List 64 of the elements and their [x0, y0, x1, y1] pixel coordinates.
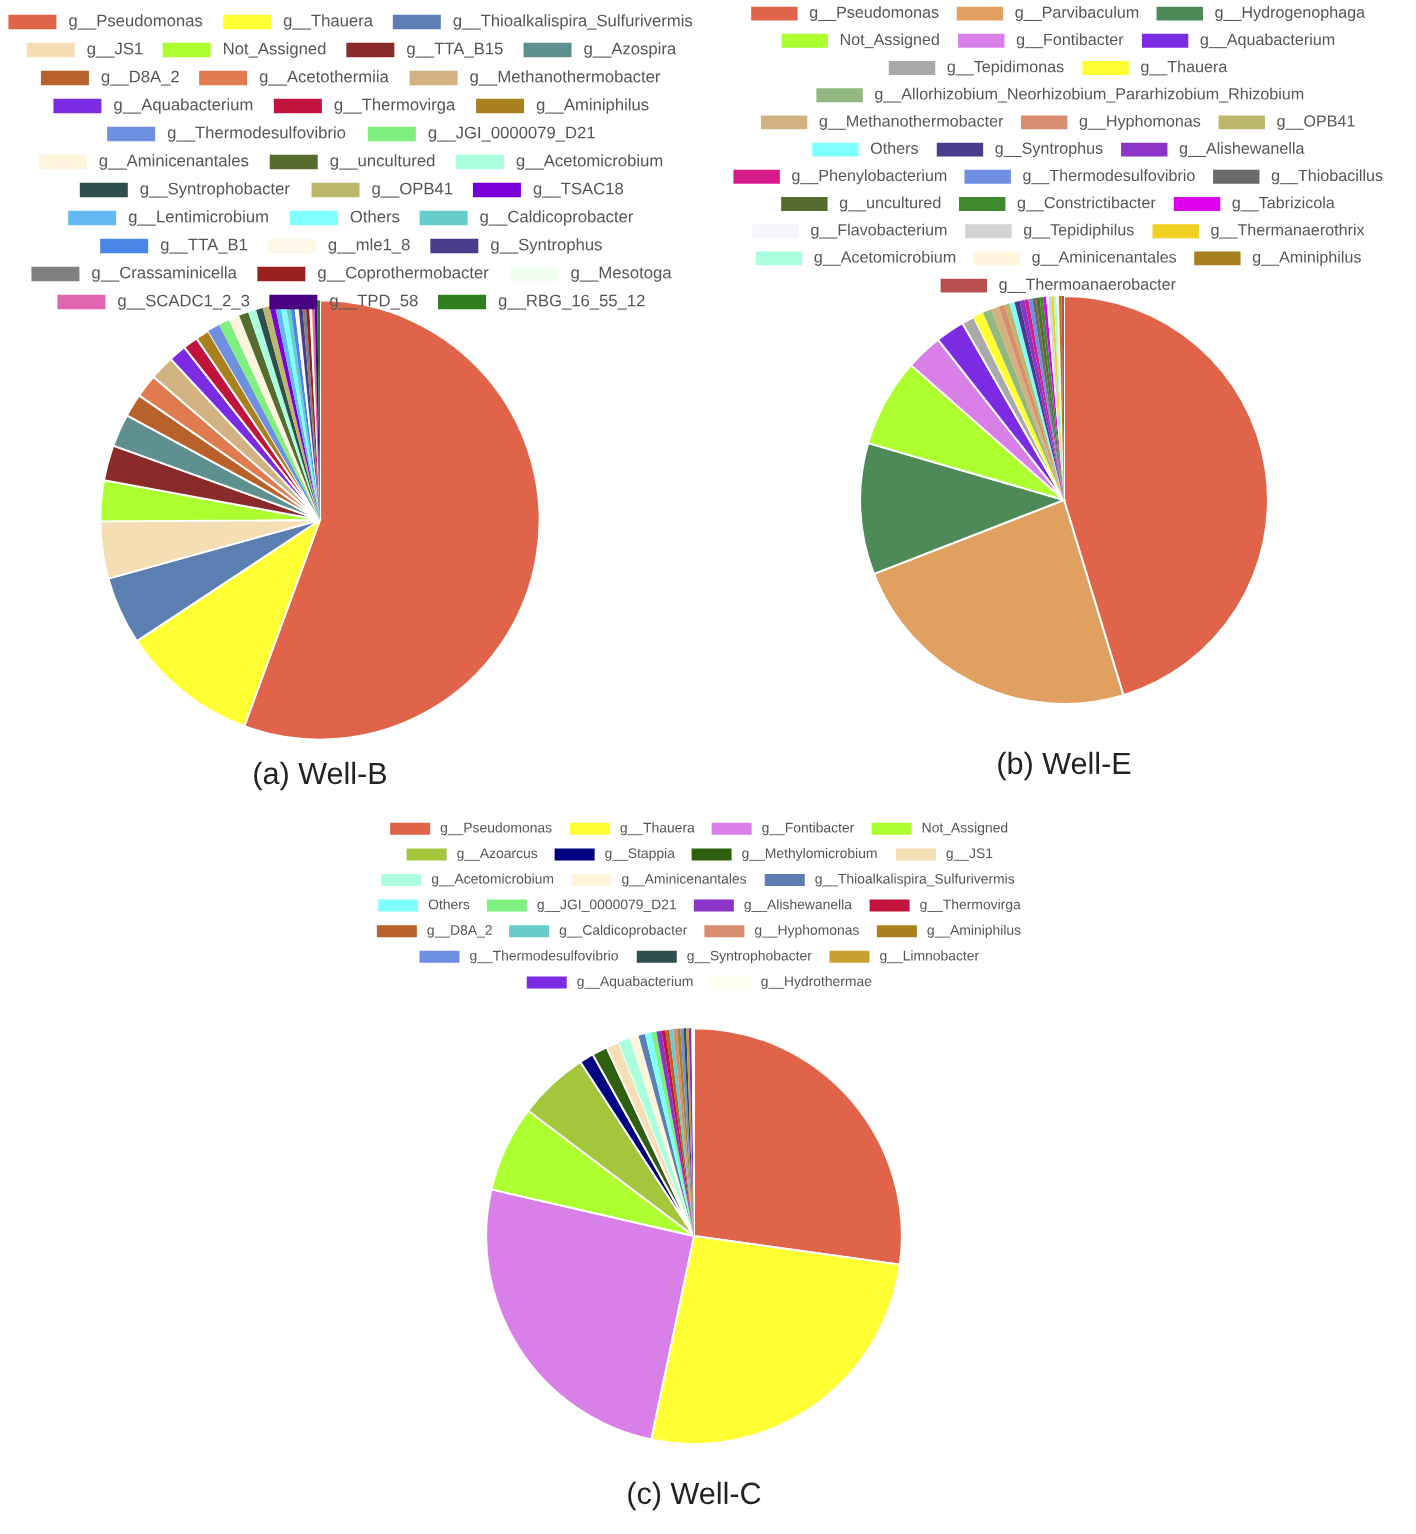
legend-label: g__Flavobacterium — [811, 223, 947, 239]
text: (a) Well-B — [254, 761, 387, 791]
legend-label: g__Thermodesulfovibrio — [167, 126, 346, 142]
legend-label: g__Syntrophus — [491, 238, 602, 254]
legend-label: g__Crassaminicella — [92, 266, 237, 282]
legend-label: g__Aminiphilus — [1252, 250, 1361, 266]
legend-label: g__Aminiphilus — [536, 98, 649, 114]
legend-label: g__mle1_8 — [328, 238, 410, 254]
legend-label: g__Constrictibacter — [1017, 196, 1156, 212]
legend-label: g__Methanothermobacter — [470, 70, 661, 86]
legend-label: g__Thauera — [1141, 60, 1228, 76]
legend-label: g__TTA_B15 — [407, 42, 503, 58]
legend-label: g__D8A_2 — [101, 70, 179, 86]
legend-label: g__JGI_0000079_D21 — [428, 126, 595, 142]
legend-label: g__Methanothermobacter — [819, 114, 1004, 130]
legend-label: g__Thermanaerothrix — [1211, 223, 1365, 239]
legend-label: g__Syntrophus — [995, 142, 1103, 158]
legend-label: g__Acetomicrobium — [814, 250, 956, 266]
legend-label: g__TTA_B1 — [160, 238, 248, 254]
legend-label: g__Thermoanaerobacter — [999, 278, 1176, 294]
legend-label: g__Mesotoga — [571, 266, 672, 282]
legend-label: g__Thiobacillus — [1271, 169, 1383, 185]
legend-label: g__Pseudomonas — [69, 14, 203, 30]
legend-label: g__OPB41 — [1277, 115, 1355, 130]
legend-label: g__Parvibaculum — [1015, 6, 1139, 22]
legend-label: g__Tepidiphilus — [1023, 223, 1134, 239]
text: (c) Well-C — [628, 1481, 761, 1511]
legend-label: Others — [870, 142, 918, 154]
legend-label: g__Fontibacter — [1016, 33, 1124, 49]
legend-label: g__Coprothermobacter — [318, 266, 489, 282]
legend-label: g__OPB41 — [372, 182, 453, 198]
legend-label: Not_Assigned — [224, 42, 326, 58]
legend-label: g__Pseudomonas — [809, 6, 939, 22]
legend-label: g__Acetomicrobium — [516, 154, 663, 170]
legend-label: g__SCADC1_2_3 — [118, 294, 250, 310]
legend-label: g__Alishewanella — [1179, 142, 1305, 158]
legend-label: g__Acetothermiia — [259, 70, 389, 86]
legend-label: g__Hydrogenophaga — [1215, 6, 1366, 22]
legend-label: g__uncultured — [330, 154, 435, 170]
legend-label: g__Aquabacterium — [1200, 33, 1335, 49]
legend-label: g__TPD_58 — [330, 294, 418, 310]
legend-label: g__Caldicoprobacter — [480, 210, 634, 226]
legend-label: g__Thioalkalispira_Sulfurivermis — [453, 14, 693, 30]
legend-label: g__Tepidimonas — [947, 60, 1064, 76]
legend-label: g__Thermovirga — [334, 98, 456, 114]
legend-label: g__Hyphomonas — [1079, 114, 1201, 130]
text: (b) Well-E — [998, 751, 1131, 781]
legend-label: g__Aminicenantales — [99, 154, 249, 170]
legend-label: g__Azospira — [584, 42, 677, 58]
legend-label: g__Phenylobacterium — [792, 169, 947, 185]
legend-label: g__RBG_16_55_12 — [498, 294, 645, 310]
legend-label: g__Thauera — [283, 14, 374, 30]
legend-label: g__Aminicenantales — [1032, 250, 1177, 266]
legend-label: g__Thermodesulfovibrio — [1023, 169, 1195, 185]
legend-label: g__Syntrophobacter — [140, 182, 290, 198]
legend-label: Others — [350, 210, 400, 223]
legend-label: g__uncultured — [839, 196, 941, 212]
legend-label: g__JS1 — [87, 42, 143, 58]
legend-label: g__Allorhizobium_Neorhizobium_Pararhizobium_Rhizobium — [875, 87, 1304, 103]
legend-label: Not_Assigned — [840, 33, 939, 49]
legend-label: g__Lentimicrobium — [128, 210, 268, 226]
legend-label: g__Aquabacterium — [114, 98, 253, 114]
legend-label: g__Tabrizicola — [1232, 196, 1335, 212]
legend-label: g__TSAC18 — [533, 182, 624, 198]
